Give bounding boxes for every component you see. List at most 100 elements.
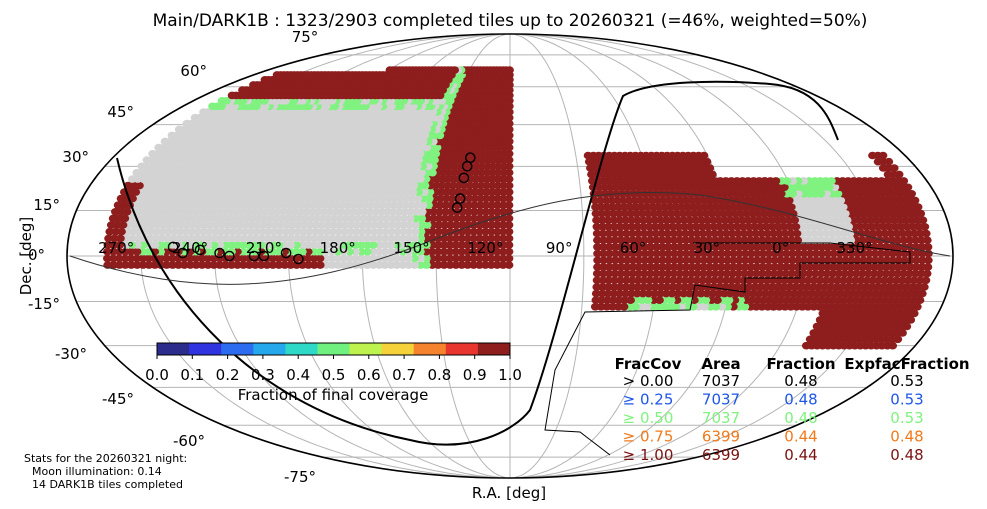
tiles-layer xyxy=(103,66,933,350)
dec-tick-label: -45° xyxy=(102,390,134,408)
table-cell: 0.53 xyxy=(890,409,923,427)
dec-tick-label: 75° xyxy=(292,28,319,46)
tile-dot xyxy=(815,316,825,324)
ra-tick-label: 60° xyxy=(620,239,647,257)
tile-dot xyxy=(769,303,778,311)
tile-dot xyxy=(249,81,258,89)
tile-dot xyxy=(160,137,170,146)
colorbar-tick-label: 0.9 xyxy=(463,366,487,384)
night-stats: Stats for the 20260321 night: Moon illum… xyxy=(24,452,187,491)
colorbar-segment xyxy=(445,343,479,355)
tile-dot xyxy=(217,97,227,105)
table-cell: 6399 xyxy=(702,428,740,446)
tile-dot xyxy=(776,263,785,271)
table-header: ExpfacFraction xyxy=(844,355,969,373)
colorbar-tick-label: 0.6 xyxy=(357,366,381,384)
table-cell: 0.48 xyxy=(890,446,923,464)
tile-dot xyxy=(774,223,783,231)
tile-dot xyxy=(116,194,126,203)
dec-tick-label: 45° xyxy=(107,103,134,121)
dec-tick-label: 15° xyxy=(33,196,60,214)
colorbar-segment xyxy=(285,343,318,355)
tile-dot xyxy=(103,254,112,263)
colorbar-segment xyxy=(221,343,254,355)
tile-dot xyxy=(592,269,602,278)
table-cell: 7037 xyxy=(702,391,740,409)
tile-dot xyxy=(805,335,815,344)
tile-dot xyxy=(111,208,120,216)
ra-tick-label: 0° xyxy=(772,239,789,257)
x-axis-label: R.A. [deg] xyxy=(472,484,546,502)
tile-dot xyxy=(809,329,819,337)
tile-dot xyxy=(772,289,782,298)
tile-dot xyxy=(385,66,395,74)
tile-dot xyxy=(238,86,247,94)
tile-dot xyxy=(591,289,601,298)
colorbar-segment xyxy=(157,343,190,355)
table-cell: 0.53 xyxy=(890,372,923,390)
dec-tick-label: 60° xyxy=(180,62,207,80)
colorbar-tick-label: 0.0 xyxy=(145,366,169,384)
dec-tick-label: -15° xyxy=(28,295,60,313)
tile-dot xyxy=(593,263,602,271)
tile-dot xyxy=(587,170,596,179)
table-header: Area xyxy=(701,355,740,373)
tile-dot xyxy=(868,151,877,160)
table-cell: 0.44 xyxy=(784,428,817,446)
dec-tick-label: -75° xyxy=(284,468,316,486)
tile-dot xyxy=(142,156,152,164)
tile-dot xyxy=(591,209,601,218)
ra-tick-label: 330° xyxy=(837,239,873,257)
table-cell: 0.44 xyxy=(784,446,817,464)
tile-dot xyxy=(154,143,164,152)
ra-tick-label: 30° xyxy=(694,239,721,257)
tile-dot xyxy=(590,303,600,311)
tile-dot xyxy=(260,76,270,84)
tile-dot xyxy=(227,91,237,100)
stats-line-1: Stats for the 20260321 night: xyxy=(24,452,187,465)
tile-dot xyxy=(593,249,602,258)
colorbar-segment xyxy=(317,343,351,355)
tile-dot xyxy=(593,243,602,251)
table-cell: 7037 xyxy=(702,372,740,390)
colorbar-segment xyxy=(349,343,383,355)
tile-dot xyxy=(113,201,123,209)
tile-dot xyxy=(592,283,602,291)
tile-dot xyxy=(137,162,147,171)
ra-tick-label: 270° xyxy=(98,239,134,257)
tile-dot xyxy=(591,296,601,305)
tile-dot xyxy=(108,214,118,223)
colorbar-tick-label: 0.8 xyxy=(427,366,451,384)
tile-dot xyxy=(132,168,142,177)
tile-dot xyxy=(127,175,137,183)
coverage-table: FracCov Area Fraction ExpfacFraction > 0.00 7… xyxy=(615,355,970,464)
table-cell: 6399 xyxy=(702,446,740,464)
tile-dot xyxy=(106,221,116,229)
stats-line-2: Moon illumination: 0.14 xyxy=(32,465,162,478)
ra-tick-label: 180° xyxy=(320,239,356,257)
dec-tick-label: -60° xyxy=(173,432,205,450)
chart-title: Main/DARK1B : 1323/2903 completed tiles … xyxy=(153,11,868,31)
tile-dot xyxy=(760,177,770,185)
tile-dot xyxy=(774,229,784,238)
tile-dot xyxy=(167,131,177,140)
tile-dot xyxy=(812,322,822,331)
colorbar-label: Fraction of final coverage xyxy=(238,386,429,404)
tile-dot xyxy=(104,234,113,243)
tile-dot xyxy=(772,216,782,224)
colorbar-segment xyxy=(413,343,447,355)
dec-tick-label: 30° xyxy=(62,148,89,166)
table-cell: ≥ 0.25 xyxy=(623,391,674,409)
tile-dot xyxy=(775,269,785,278)
tile-dot xyxy=(767,196,777,205)
tile-dot xyxy=(592,223,602,231)
table-cell: 0.48 xyxy=(784,372,817,390)
table-cell: ≥ 1.00 xyxy=(623,446,674,464)
tile-dot xyxy=(174,125,184,134)
tile-dot xyxy=(103,241,113,249)
tile-dot xyxy=(818,309,828,318)
tile-dot xyxy=(272,71,282,79)
tile-dot xyxy=(583,151,593,160)
table-cell: 0.48 xyxy=(784,391,817,409)
